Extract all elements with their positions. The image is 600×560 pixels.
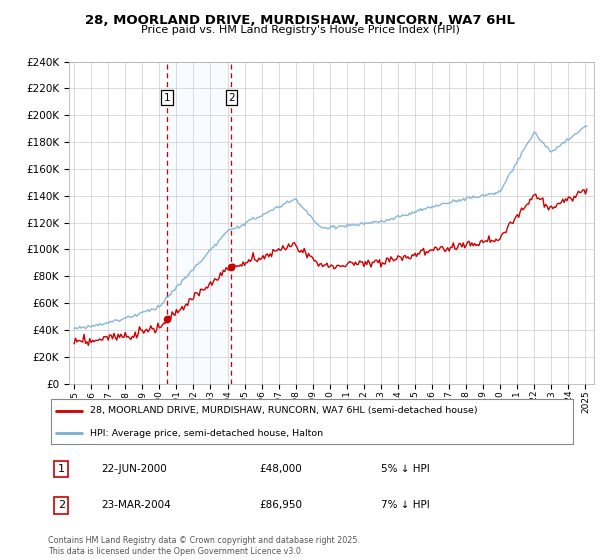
Text: £48,000: £48,000 — [259, 464, 302, 474]
Text: Price paid vs. HM Land Registry's House Price Index (HPI): Price paid vs. HM Land Registry's House … — [140, 25, 460, 35]
Text: 2: 2 — [58, 501, 65, 510]
Text: Contains HM Land Registry data © Crown copyright and database right 2025.
This d: Contains HM Land Registry data © Crown c… — [48, 536, 360, 556]
Text: 2: 2 — [228, 93, 235, 103]
Text: 28, MOORLAND DRIVE, MURDISHAW, RUNCORN, WA7 6HL: 28, MOORLAND DRIVE, MURDISHAW, RUNCORN, … — [85, 14, 515, 27]
FancyBboxPatch shape — [50, 399, 574, 444]
Text: 28, MOORLAND DRIVE, MURDISHAW, RUNCORN, WA7 6HL (semi-detached house): 28, MOORLAND DRIVE, MURDISHAW, RUNCORN, … — [90, 407, 478, 416]
Bar — [167, 62, 232, 384]
Text: 1: 1 — [58, 464, 65, 474]
Text: 23-MAR-2004: 23-MAR-2004 — [101, 501, 170, 510]
Text: HPI: Average price, semi-detached house, Halton: HPI: Average price, semi-detached house,… — [90, 429, 323, 438]
Text: 22-JUN-2000: 22-JUN-2000 — [101, 464, 167, 474]
Text: 7% ↓ HPI: 7% ↓ HPI — [380, 501, 430, 510]
Text: £86,950: £86,950 — [259, 501, 302, 510]
Text: 1: 1 — [164, 93, 170, 103]
Text: 5% ↓ HPI: 5% ↓ HPI — [380, 464, 430, 474]
